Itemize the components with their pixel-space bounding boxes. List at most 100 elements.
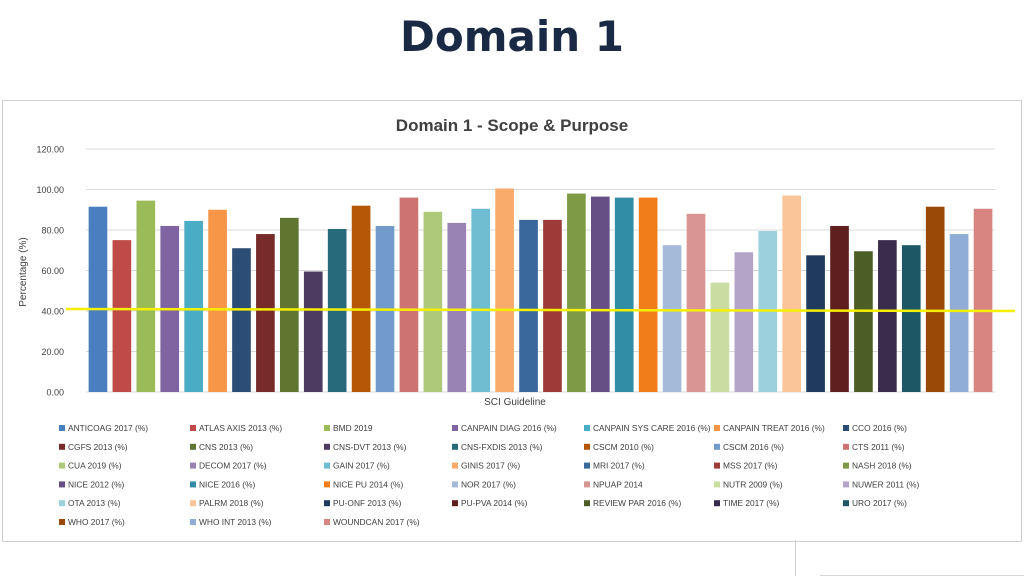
legend-swatch <box>190 519 196 525</box>
legend-item: GAIN 2017 (%) <box>333 461 390 471</box>
bar <box>88 206 108 392</box>
bar <box>399 197 419 392</box>
legend-item: CANPAIN TREAT 2016 (%) <box>723 423 825 433</box>
x-axis-label: SCI Guideline <box>484 397 546 408</box>
bar <box>614 197 634 392</box>
bar <box>543 219 562 392</box>
legend-item: OTA 2013 (%) <box>68 498 121 508</box>
legend-item: TIME 2017 (%) <box>723 498 780 508</box>
bar <box>901 245 921 392</box>
bar <box>279 217 299 392</box>
legend-item: NUWER 2011 (%) <box>852 479 920 489</box>
legend-swatch <box>452 481 458 488</box>
legend-item: CNS-DVT 2013 (%) <box>333 442 407 452</box>
legend-swatch <box>714 462 720 469</box>
bar <box>782 195 802 392</box>
y-tick-label: 0.00 <box>46 388 64 398</box>
legend-swatch <box>584 425 590 431</box>
legend-swatch <box>59 443 65 450</box>
bar <box>208 209 227 392</box>
legend-item: CNS-FXDIS 2013 (%) <box>461 442 543 452</box>
legend-item: NASH 2018 (%) <box>852 461 912 471</box>
bar <box>471 208 491 392</box>
legend-swatch <box>190 481 196 488</box>
y-tick-label: 60.00 <box>41 266 64 276</box>
legend-item: CGFS 2013 (%) <box>68 442 128 452</box>
bar <box>303 271 323 392</box>
legend-item: NICE 2012 (%) <box>68 479 125 489</box>
legend-item: BMD 2019 <box>333 423 373 433</box>
bar <box>519 219 538 392</box>
legend-item: CUA 2019 (%) <box>68 461 122 471</box>
legend-swatch <box>714 481 720 488</box>
bar <box>878 240 897 392</box>
legend-swatch <box>584 443 590 450</box>
legend-swatch <box>843 462 849 469</box>
bar <box>232 248 251 392</box>
legend-swatch <box>584 481 590 488</box>
legend-item: URO 2017 (%) <box>852 498 907 508</box>
legend-swatch <box>452 462 458 469</box>
legend-swatch <box>190 443 196 450</box>
legend-item: PU-PVA 2014 (%) <box>461 498 528 508</box>
y-tick-label: 20.00 <box>41 347 64 357</box>
legend-swatch <box>190 462 196 469</box>
legend-swatch <box>452 443 458 450</box>
legend-item: PALRM 2018 (%) <box>199 498 264 508</box>
y-tick-labels: 0.00 20.00 40.00 60.00 80.00 100.00 120.00 <box>36 145 64 398</box>
slide-divider-vertical <box>795 540 796 576</box>
y-tick-label: 100.00 <box>36 185 64 195</box>
bar <box>351 205 371 392</box>
legend-swatch <box>59 462 65 469</box>
legend-swatch <box>843 425 849 431</box>
legend-item: MSS 2017 (%) <box>723 461 778 471</box>
bar <box>590 196 610 392</box>
legend-swatch <box>452 500 458 507</box>
legend-swatch <box>584 462 590 469</box>
y-tick-label: 80.00 <box>41 226 64 236</box>
legend-swatch <box>59 519 65 525</box>
legend-swatch <box>324 443 330 450</box>
legend-item: CSCM 2010 (%) <box>593 442 654 452</box>
legend-item: DECOM 2017 (%) <box>199 461 267 471</box>
legend-item: CSCM 2016 (%) <box>723 442 784 452</box>
bar <box>495 188 514 392</box>
legend-swatch <box>59 500 65 507</box>
bar <box>710 282 730 392</box>
legend-item: NPUAP 2014 <box>593 479 643 489</box>
legend-swatch <box>324 500 330 507</box>
legend-item: GINIS 2017 (%) <box>461 461 520 471</box>
chart-title: Domain 1 - Scope & Purpose <box>396 116 628 135</box>
chart-frame: Domain 1 - Scope & Purpose Percentage (%… <box>2 100 1022 542</box>
y-tick-label: 40.00 <box>41 307 64 317</box>
bar <box>830 225 849 392</box>
bar <box>447 222 467 392</box>
legend-swatch <box>59 481 65 488</box>
legend-item: NICE 2016 (%) <box>199 479 256 489</box>
legend-swatch <box>843 443 849 450</box>
legend-swatch <box>190 425 196 431</box>
legend-swatch <box>843 500 849 507</box>
bar <box>423 211 443 392</box>
bar <box>256 234 275 392</box>
y-tick-label: 120.00 <box>36 145 64 155</box>
legend-item: WHO INT 2013 (%) <box>199 517 272 527</box>
legend-item: WHO 2017 (%) <box>68 517 125 527</box>
legend-swatch <box>190 500 196 507</box>
bar <box>949 234 969 392</box>
legend-item: CANPAIN DIAG 2016 (%) <box>461 423 557 433</box>
legend-item: ATLAS AXIS 2013 (%) <box>199 423 282 433</box>
bar <box>662 245 682 392</box>
legend-item: WOUNDCAN 2017 (%) <box>333 517 420 527</box>
legend: ANTICOAG 2017 (%) ATLAS AXIS 2013 (%) BMD … <box>59 423 920 527</box>
bar <box>184 220 203 392</box>
bar <box>638 197 658 392</box>
legend-swatch <box>324 519 330 525</box>
legend-swatch <box>843 481 849 488</box>
legend-item: CANPAIN SYS CARE 2016 (%) <box>593 423 711 433</box>
bar <box>925 206 945 392</box>
legend-item: CTS 2011 (%) <box>852 442 905 452</box>
legend-swatch <box>324 462 330 469</box>
legend-item: CCO 2016 (%) <box>852 423 907 433</box>
legend-item: PU-ONF 2013 (%) <box>333 498 402 508</box>
